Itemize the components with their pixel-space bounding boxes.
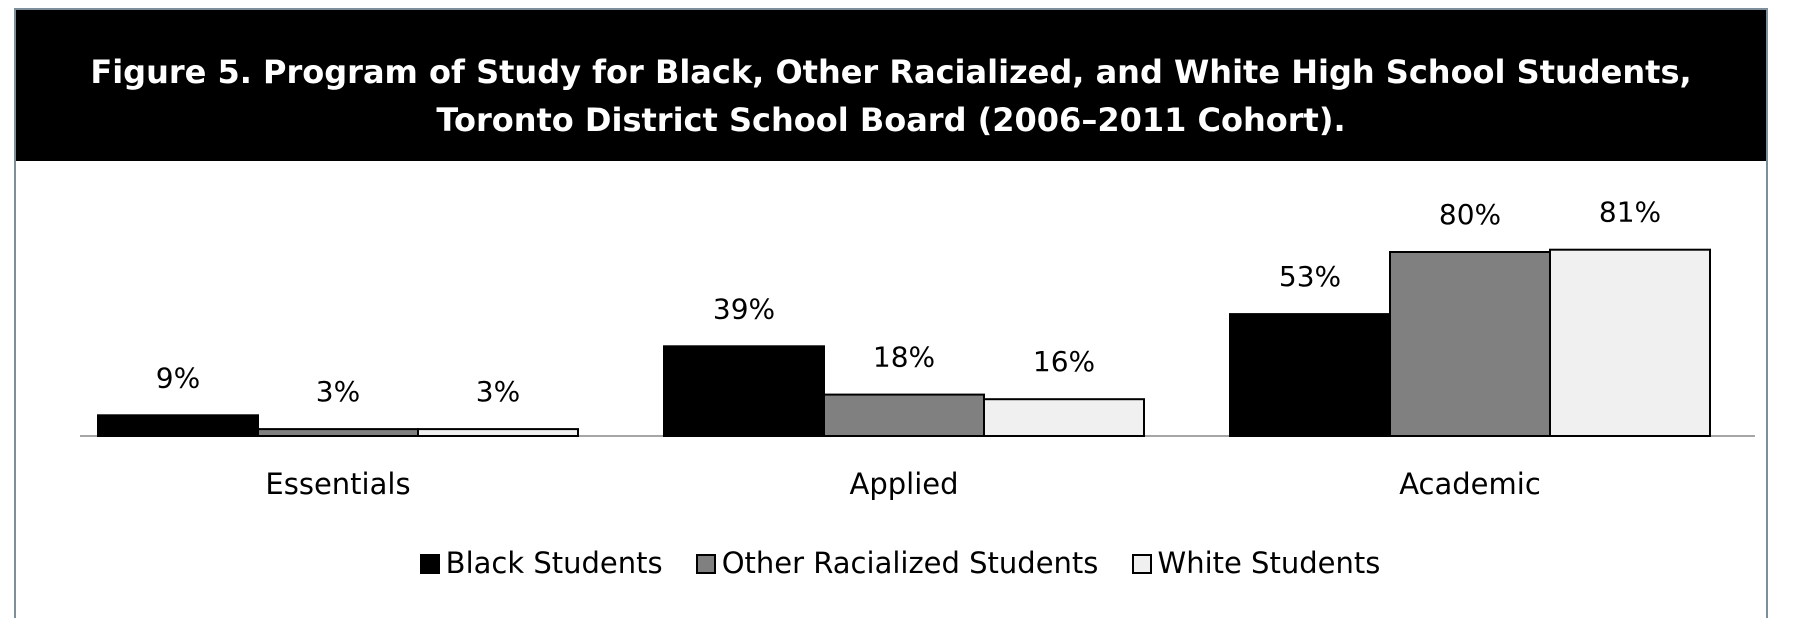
- bar-white-essentials: [417, 428, 579, 438]
- legend-item-white: White Students: [1131, 545, 1381, 581]
- legend-swatch-white: [1131, 554, 1152, 574]
- bar-other-racialized-essentials: [257, 428, 419, 438]
- category-label-essentials: Essentials: [265, 467, 410, 501]
- bar-other-racialized-applied: [823, 393, 985, 438]
- data-label-white-essentials: 3%: [476, 375, 520, 408]
- bar-white-applied: [983, 398, 1145, 438]
- legend-swatch-other-racialized: [695, 554, 716, 574]
- legend-label-other-racialized: Other Racialized Students: [721, 546, 1099, 580]
- bar-white-academic: [1549, 248, 1711, 437]
- category-label-academic: Academic: [1399, 467, 1541, 501]
- legend-swatch-black: [419, 554, 440, 574]
- legend-item-other-racialized: Other Racialized Students: [695, 545, 1099, 581]
- data-label-other-racialized-applied: 18%: [873, 341, 935, 374]
- data-label-white-applied: 16%: [1033, 345, 1095, 378]
- category-label-applied: Applied: [849, 467, 958, 501]
- data-label-black-applied: 39%: [713, 292, 775, 325]
- bar-black-academic: [1229, 313, 1391, 438]
- data-label-black-essentials: 9%: [156, 361, 200, 394]
- data-label-black-academic: 53%: [1279, 260, 1341, 293]
- legend-label-black: Black Students: [445, 546, 663, 580]
- chart-title-line-1: Figure 5. Program of Study for Black, Ot…: [90, 53, 1692, 91]
- bar-black-essentials: [97, 414, 259, 437]
- bar-black-applied: [663, 345, 825, 437]
- legend: Black Students Other Racialized Students…: [0, 545, 1800, 581]
- data-label-other-racialized-academic: 80%: [1439, 198, 1501, 231]
- bar-other-racialized-academic: [1389, 251, 1551, 437]
- legend-item-black: Black Students: [419, 545, 663, 581]
- legend-label-white: White Students: [1157, 546, 1381, 580]
- chart-title-line-2: Toronto District School Board (2006–2011…: [436, 101, 1346, 139]
- data-label-white-academic: 81%: [1599, 196, 1661, 229]
- title-bar: Figure 5. Program of Study for Black, Ot…: [16, 10, 1766, 161]
- data-label-other-racialized-essentials: 3%: [316, 375, 360, 408]
